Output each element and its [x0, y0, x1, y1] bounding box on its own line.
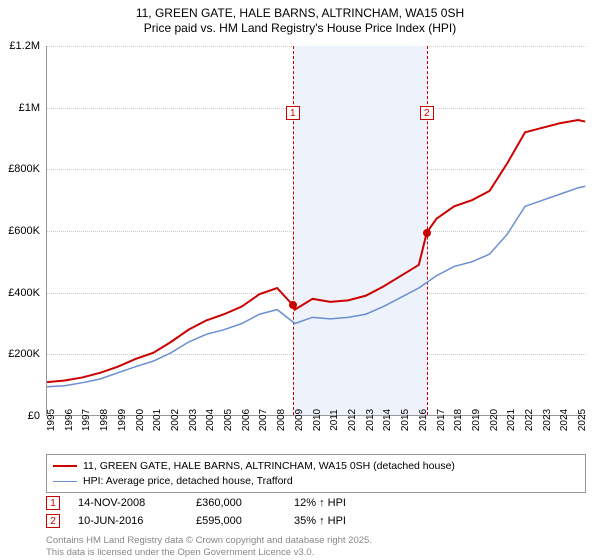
x-tick-label: 2025 [577, 409, 588, 431]
event-marker: 1 [46, 496, 60, 510]
legend-item: 11, GREEN GATE, HALE BARNS, ALTRINCHAM, … [53, 459, 579, 474]
x-tick-label: 2023 [542, 409, 553, 431]
x-tick-label: 2011 [329, 409, 340, 431]
event-delta: 12% ↑ HPI [294, 497, 384, 509]
event-price: £360,000 [196, 497, 276, 509]
event-marker-box: 2 [420, 106, 434, 120]
y-tick-label: £400K [0, 287, 46, 299]
title-address: 11, GREEN GATE, HALE BARNS, ALTRINCHAM, … [10, 6, 590, 21]
x-tick-label: 2010 [312, 409, 323, 431]
legend-swatch [53, 481, 77, 482]
x-tick-label: 2008 [276, 409, 287, 431]
footer-line: Contains HM Land Registry data © Crown c… [46, 535, 372, 546]
x-tick-label: 2013 [365, 409, 376, 431]
event-dot [423, 229, 431, 237]
x-tick-label: 2001 [152, 409, 163, 431]
x-tick-label: 2012 [347, 409, 358, 431]
series-line-hpi [47, 186, 585, 386]
event-delta: 35% ↑ HPI [294, 515, 384, 527]
y-tick-label: £1M [0, 102, 46, 114]
chart-container: 11, GREEN GATE, HALE BARNS, ALTRINCHAM, … [0, 0, 600, 560]
x-tick-label: 2005 [223, 409, 234, 431]
footer-line: This data is licensed under the Open Gov… [46, 547, 372, 558]
x-tick-label: 2022 [524, 409, 535, 431]
x-tick-label: 2000 [135, 409, 146, 431]
plot-area: 12 [46, 46, 586, 416]
events-table: 1 14-NOV-2008 £360,000 12% ↑ HPI 2 10-JU… [46, 496, 384, 532]
x-tick-label: 2014 [382, 409, 393, 431]
x-tick-label: 2004 [205, 409, 216, 431]
x-tick-label: 2007 [258, 409, 269, 431]
event-row: 2 10-JUN-2016 £595,000 35% ↑ HPI [46, 514, 384, 528]
series-line-price_paid [47, 120, 585, 382]
x-tick-label: 1995 [46, 409, 57, 431]
event-marker: 2 [46, 514, 60, 528]
event-date: 14-NOV-2008 [78, 497, 178, 509]
x-tick-label: 2015 [400, 409, 411, 431]
event-dot [289, 301, 297, 309]
x-tick-label: 2018 [453, 409, 464, 431]
chart-title: 11, GREEN GATE, HALE BARNS, ALTRINCHAM, … [0, 0, 600, 38]
x-tick-label: 2020 [489, 409, 500, 431]
title-subtitle: Price paid vs. HM Land Registry's House … [10, 21, 590, 36]
x-tick-label: 2021 [506, 409, 517, 431]
y-tick-label: £600K [0, 225, 46, 237]
legend-label: HPI: Average price, detached house, Traf… [83, 474, 293, 489]
x-tick-label: 2009 [294, 409, 305, 431]
event-date: 10-JUN-2016 [78, 515, 178, 527]
x-tick-label: 2016 [418, 409, 429, 431]
x-tick-label: 2024 [559, 409, 570, 431]
x-tick-label: 2002 [170, 409, 181, 431]
x-tick-label: 2017 [436, 409, 447, 431]
x-tick-label: 1997 [81, 409, 92, 431]
line-plot [47, 46, 586, 415]
legend-item: HPI: Average price, detached house, Traf… [53, 474, 579, 489]
legend-swatch [53, 465, 77, 467]
event-marker-box: 1 [286, 106, 300, 120]
footer-attribution: Contains HM Land Registry data © Crown c… [46, 535, 372, 558]
x-tick-label: 2003 [188, 409, 199, 431]
x-tick-label: 2019 [471, 409, 482, 431]
y-tick-label: £800K [0, 163, 46, 175]
y-tick-label: £0 [0, 410, 46, 422]
x-tick-label: 2006 [241, 409, 252, 431]
legend: 11, GREEN GATE, HALE BARNS, ALTRINCHAM, … [46, 454, 586, 493]
y-tick-label: £1.2M [0, 40, 46, 52]
event-row: 1 14-NOV-2008 £360,000 12% ↑ HPI [46, 496, 384, 510]
x-tick-label: 1998 [99, 409, 110, 431]
event-price: £595,000 [196, 515, 276, 527]
x-tick-label: 1999 [117, 409, 128, 431]
legend-label: 11, GREEN GATE, HALE BARNS, ALTRINCHAM, … [83, 459, 455, 474]
y-tick-label: £200K [0, 348, 46, 360]
x-tick-label: 1996 [64, 409, 75, 431]
